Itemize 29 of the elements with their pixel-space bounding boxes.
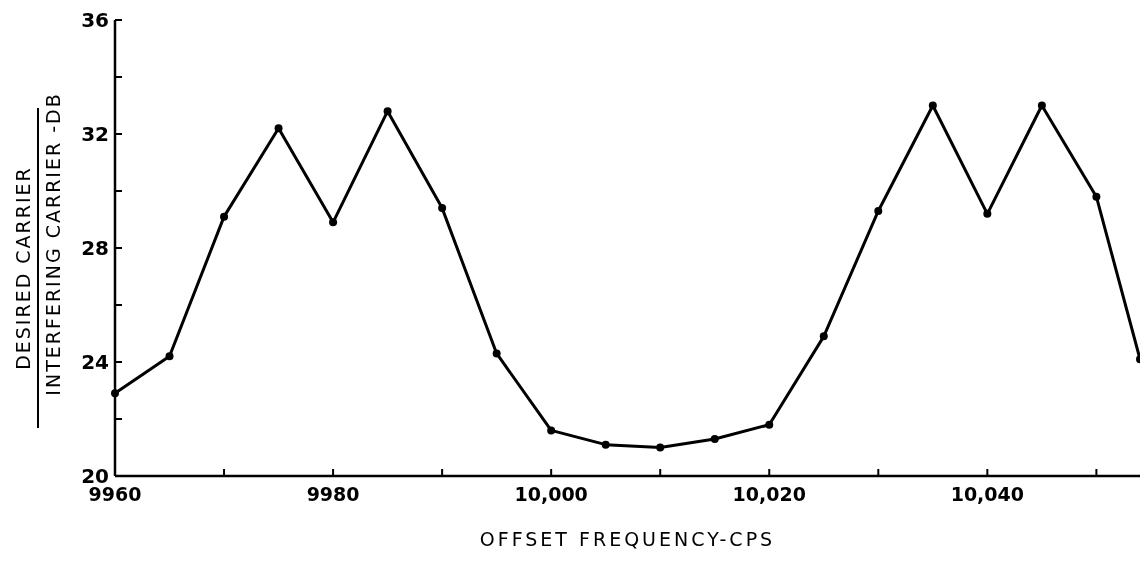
x-tick-label: 10,000	[514, 483, 588, 505]
x-axis-title: OFFSET FREQUENCY-CPS	[479, 528, 776, 550]
x-tick-label: 10,040	[950, 483, 1024, 505]
point	[329, 218, 338, 227]
point	[438, 204, 447, 213]
y-axis-title: DESIRED CARRIER INTERFERING CARRIER -DB	[12, 92, 64, 404]
y-tick-label: 24	[81, 350, 109, 374]
point	[492, 349, 501, 358]
point	[165, 352, 174, 361]
x-tick-label: 9980	[306, 483, 360, 505]
point	[928, 101, 937, 110]
point	[383, 107, 392, 116]
point	[274, 124, 283, 133]
point	[220, 212, 229, 221]
point	[765, 420, 774, 429]
point	[1092, 192, 1101, 201]
point	[111, 389, 119, 398]
point	[547, 426, 556, 435]
point	[710, 434, 719, 443]
point	[983, 209, 992, 218]
point	[819, 332, 828, 341]
point	[1037, 101, 1046, 110]
y-tick-label: 36	[81, 8, 109, 32]
x-tick-label: 10,020	[732, 483, 806, 505]
point	[874, 206, 883, 215]
y-tick-label: 28	[81, 236, 109, 260]
y-tick-label: 32	[81, 122, 109, 146]
point	[601, 440, 610, 449]
point	[656, 443, 665, 452]
